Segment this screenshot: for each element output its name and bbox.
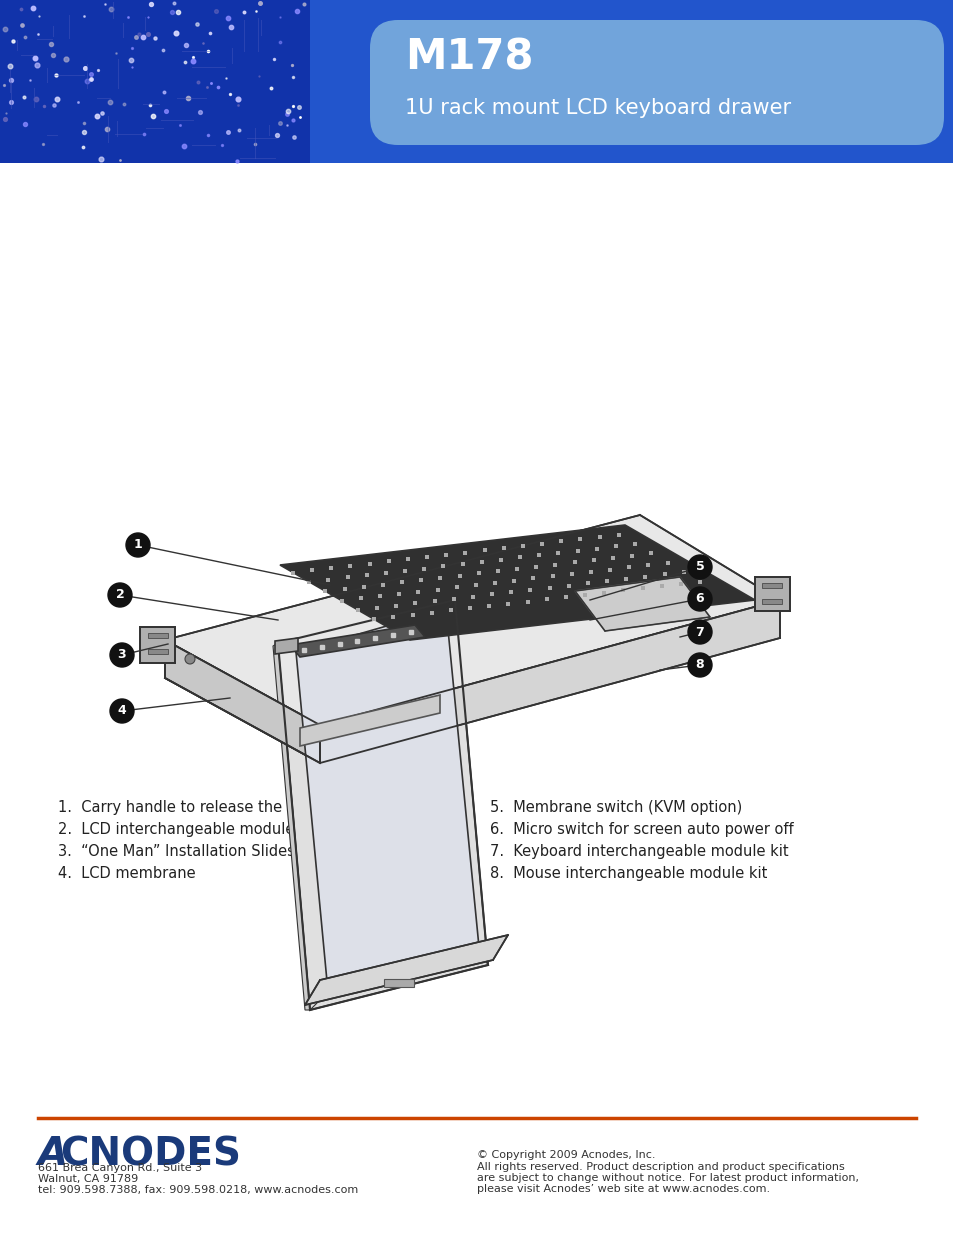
Circle shape — [126, 534, 150, 557]
Polygon shape — [319, 600, 780, 763]
Text: 6.  Micro switch for screen auto power off: 6. Micro switch for screen auto power of… — [490, 823, 793, 837]
Text: A: A — [38, 1135, 68, 1173]
Bar — [0, 0, 310, 163]
Text: 1.  Carry handle to release the 2-pt lock: 1. Carry handle to release the 2-pt lock — [58, 800, 351, 815]
Text: 661 Brea Canyon Rd., Suite 3: 661 Brea Canyon Rd., Suite 3 — [38, 1163, 202, 1173]
Bar — [384, 978, 414, 987]
Text: 6: 6 — [695, 593, 703, 605]
Polygon shape — [305, 935, 507, 1005]
Text: 3: 3 — [117, 648, 126, 662]
Circle shape — [687, 555, 711, 579]
Polygon shape — [299, 695, 439, 746]
Text: 7.  Keyboard interchangeable module kit: 7. Keyboard interchangeable module kit — [490, 844, 788, 860]
Polygon shape — [295, 609, 478, 992]
Text: 1: 1 — [133, 538, 142, 552]
Polygon shape — [165, 640, 319, 763]
Polygon shape — [140, 627, 174, 663]
Circle shape — [687, 587, 711, 611]
Polygon shape — [165, 640, 319, 763]
Polygon shape — [290, 625, 424, 657]
Text: 2: 2 — [115, 589, 124, 601]
Text: 2.  LCD interchangeable module kit: 2. LCD interchangeable module kit — [58, 823, 317, 837]
Circle shape — [687, 620, 711, 643]
Bar — [761, 599, 781, 604]
Polygon shape — [754, 577, 789, 611]
Circle shape — [108, 583, 132, 606]
Text: 5.  Membrane switch (KVM option): 5. Membrane switch (KVM option) — [490, 800, 741, 815]
Bar — [0, 0, 953, 163]
Text: 3.  “One Man” Installation Slides: 3. “One Man” Installation Slides — [58, 844, 294, 860]
Text: © Copyright 2009 Acnodes, Inc.: © Copyright 2009 Acnodes, Inc. — [476, 1150, 655, 1160]
Polygon shape — [575, 577, 709, 631]
Text: 8: 8 — [695, 658, 703, 672]
Text: 8.  Mouse interchangeable module kit: 8. Mouse interchangeable module kit — [490, 866, 766, 881]
Circle shape — [185, 655, 194, 664]
Text: 4: 4 — [117, 704, 126, 718]
FancyBboxPatch shape — [370, 20, 943, 144]
Text: tel: 909.598.7388, fax: 909.598.0218, www.acnodes.com: tel: 909.598.7388, fax: 909.598.0218, ww… — [38, 1186, 358, 1195]
Text: 1U rack mount LCD keyboard drawer: 1U rack mount LCD keyboard drawer — [405, 98, 790, 119]
Polygon shape — [280, 525, 754, 640]
Text: 4.  LCD membrane: 4. LCD membrane — [58, 866, 195, 881]
Text: CNODES: CNODES — [60, 1135, 241, 1173]
Polygon shape — [277, 600, 488, 1010]
Text: All rights reserved. Product description and product specifications: All rights reserved. Product description… — [476, 1162, 843, 1172]
Circle shape — [110, 643, 133, 667]
Text: are subject to change without notice. For latest product information,: are subject to change without notice. Fo… — [476, 1173, 858, 1183]
Polygon shape — [273, 643, 310, 1010]
Text: 5: 5 — [695, 561, 703, 573]
Bar — [148, 634, 168, 638]
Bar — [761, 583, 781, 588]
Text: Walnut, CA 91789: Walnut, CA 91789 — [38, 1174, 138, 1184]
Text: 7: 7 — [695, 625, 703, 638]
Text: please visit Acnodes’ web site at www.acnodes.com.: please visit Acnodes’ web site at www.ac… — [476, 1184, 769, 1194]
Polygon shape — [165, 515, 780, 725]
Circle shape — [110, 699, 133, 722]
Polygon shape — [274, 638, 297, 655]
Text: M178: M178 — [405, 37, 533, 79]
Bar — [148, 650, 168, 655]
Circle shape — [687, 653, 711, 677]
